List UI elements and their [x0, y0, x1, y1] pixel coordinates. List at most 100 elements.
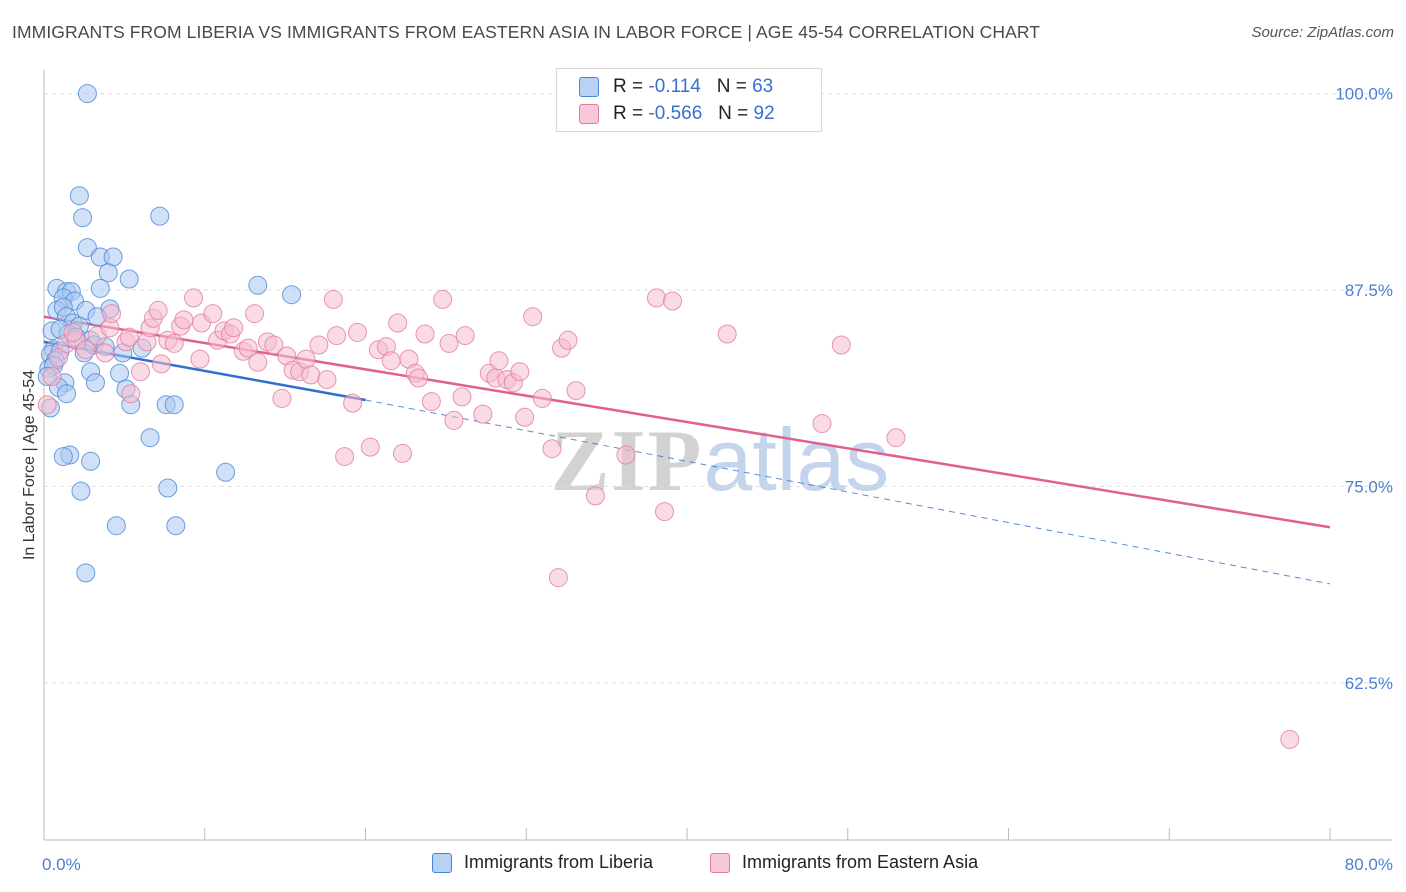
eastern-asia-point [102, 304, 122, 324]
liberia-point [81, 451, 101, 471]
eastern-asia-point [224, 318, 244, 338]
liberia-point [90, 278, 110, 298]
eastern-asia-point [532, 388, 552, 408]
eastern-asia-point [301, 365, 321, 385]
legend-row-eastern-asia: R = -0.566 N = 92 [579, 101, 775, 127]
eastern-asia-point [130, 362, 150, 382]
liberia-point [77, 238, 97, 258]
eastern-asia-point [309, 335, 329, 355]
eastern-asia-point [190, 349, 210, 369]
eastern-asia-point [1280, 729, 1300, 749]
y-tick-label: 62.5% [1345, 674, 1393, 693]
liberia-point [77, 84, 97, 104]
eastern-asia-point [63, 322, 83, 342]
legend-r-value: -0.114 [648, 76, 701, 97]
liberia-point [53, 447, 73, 467]
eastern-asia-point [119, 327, 139, 347]
correlation-legend: R = -0.114 N = 63 R = -0.566 N = 92 [556, 68, 822, 132]
bottom-legend-liberia: Immigrants from Liberia [432, 852, 653, 873]
bottom-legend-label: Immigrants from Liberia [464, 852, 654, 872]
liberia-point [71, 481, 91, 501]
eastern-asia-point [343, 393, 363, 413]
eastern-asia-point [455, 326, 475, 346]
eastern-asia-point [248, 352, 268, 372]
eastern-asia-swatch [710, 852, 730, 873]
eastern-asia-point [388, 313, 408, 333]
eastern-asia-point [409, 368, 429, 388]
legend-row-liberia: R = -0.114 N = 63 [579, 74, 773, 100]
eastern-asia-point [717, 324, 737, 344]
legend-r-label: R = [613, 76, 644, 97]
eastern-asia-point [392, 443, 412, 463]
eastern-asia-point [42, 366, 62, 386]
eastern-asia-point [95, 343, 115, 363]
x-tick-label: 80.0% [1345, 855, 1393, 874]
watermark: ZIPatlas [551, 410, 890, 510]
legend-n-label: N = [718, 103, 749, 124]
liberia-point [106, 516, 126, 536]
eastern-asia-point [296, 349, 316, 369]
liberia-point [216, 462, 236, 482]
y-tick-label: 87.5% [1345, 281, 1393, 300]
source-label: Source: ZipAtlas.com [1251, 24, 1394, 41]
bottom-legend-eastern-asia: Immigrants from Eastern Asia [710, 852, 978, 873]
y-axis-title: In Labor Force | Age 45-54 [21, 370, 38, 560]
eastern-asia-point [323, 289, 343, 309]
eastern-asia-point [48, 348, 68, 368]
eastern-asia-point [558, 330, 578, 350]
eastern-asia-trend-line [43, 315, 1331, 529]
eastern-asia-point [654, 502, 674, 522]
eastern-asia-point [616, 445, 636, 465]
legend-r-value: -0.566 [648, 103, 703, 124]
liberia-point [166, 516, 186, 536]
liberia-point [158, 478, 178, 498]
eastern-asia-point [360, 437, 380, 457]
bottom-legend-label: Immigrants from Eastern Asia [742, 852, 979, 872]
eastern-asia-point [37, 395, 57, 415]
liberia-point [119, 269, 139, 289]
eastern-asia-swatch [579, 104, 599, 124]
eastern-asia-point [421, 392, 441, 412]
liberia-point [57, 384, 77, 404]
liberia-point [150, 206, 170, 226]
eastern-asia-point [148, 300, 168, 320]
eastern-asia-point [183, 288, 203, 308]
eastern-asia-point [489, 351, 509, 371]
eastern-asia-point [831, 335, 851, 355]
legend-n-value: 63 [752, 76, 774, 97]
eastern-asia-point [76, 340, 96, 360]
eastern-asia-point [203, 304, 223, 324]
liberia-point [282, 285, 302, 305]
eastern-asia-point [151, 354, 171, 374]
liberia-point [140, 428, 160, 448]
legend-n-label: N = [716, 76, 747, 97]
eastern-asia-point [174, 310, 194, 330]
legend-r-label: R = [613, 103, 644, 124]
liberia-swatch [432, 852, 452, 873]
liberia-point [103, 247, 123, 267]
liberia-trend-extension [365, 399, 1331, 585]
eastern-asia-point [381, 351, 401, 371]
eastern-asia-point [523, 307, 543, 327]
x-tick-label: 0.0% [42, 855, 81, 874]
eastern-asia-point [433, 289, 453, 309]
liberia-point [69, 186, 89, 206]
eastern-asia-point [415, 324, 435, 344]
liberia-point [73, 208, 93, 228]
eastern-asia-point [121, 384, 141, 404]
eastern-asia-point [646, 288, 666, 308]
eastern-asia-point [347, 322, 367, 342]
eastern-asia-point [317, 370, 337, 390]
eastern-asia-point [444, 410, 464, 430]
eastern-asia-point [439, 333, 459, 353]
eastern-asia-point [238, 338, 258, 358]
liberia-swatch [579, 77, 599, 97]
eastern-asia-point [548, 568, 568, 588]
legend-n-value: 92 [753, 103, 775, 124]
y-tick-label: 100.0% [1335, 85, 1393, 104]
eastern-asia-point [812, 414, 832, 434]
eastern-asia-point [510, 362, 530, 382]
eastern-asia-point [515, 407, 535, 427]
eastern-asia-point [886, 428, 906, 448]
